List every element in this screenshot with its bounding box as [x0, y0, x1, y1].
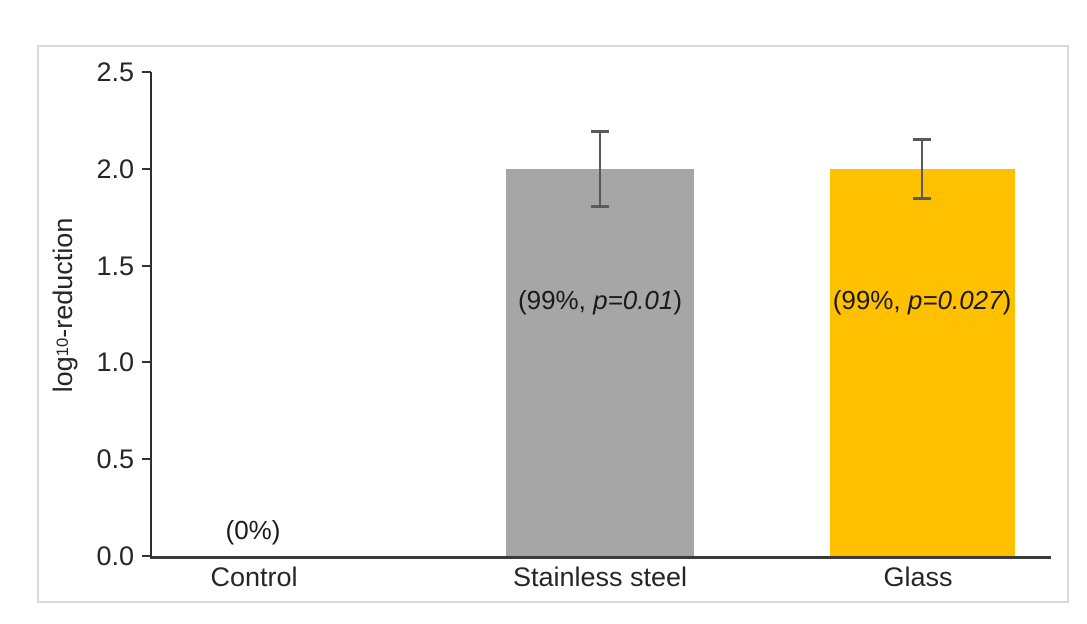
y-tick-mark: [142, 361, 151, 363]
annotation-text-post: ): [673, 285, 683, 315]
y-tick-mark: [142, 168, 151, 170]
bar-stainless-steel: [506, 168, 694, 556]
y-tick-label-2-5: 2.5: [96, 57, 134, 87]
y-tick-mark: [142, 555, 151, 557]
y-tick-label-1-5: 1.5: [96, 251, 134, 281]
annotation-text: (0%): [225, 515, 281, 545]
error-bar-cap-bottom: [591, 204, 609, 208]
category-label-control: Control: [210, 562, 298, 592]
bar-glass: [830, 168, 1015, 556]
y-tick-label-1-0: 1.0: [96, 347, 134, 377]
annotation-control: (0%): [173, 515, 333, 545]
error-bar-cap-bottom: [913, 196, 931, 200]
category-label-stainless-steel: Stainless steel: [512, 562, 688, 592]
annotation-stainless-steel: (99%, p=0.01): [440, 285, 760, 315]
y-tick-mark: [142, 458, 151, 460]
annotation-text-post: ): [1002, 285, 1012, 315]
chart-frame: log 10 -reduction 2.5 2.0 1.5 1.0 0.5 0.0: [37, 45, 1069, 603]
y-tick-mark: [142, 71, 151, 73]
y-tick-label-0-5: 0.5: [96, 444, 134, 474]
annotation-glass: (99%, p=0.027): [762, 285, 1082, 315]
annotation-text-pvalue: p=0.01: [593, 285, 674, 315]
error-bar-line: [599, 130, 601, 208]
category-label-glass: Glass: [883, 562, 953, 592]
plot-area: (0%) (99%, p=0.01) (99%, p=0.027): [150, 72, 1051, 559]
y-tick-mark: [142, 265, 151, 267]
annotation-text-pvalue: p=0.027: [907, 285, 1003, 315]
error-bar-stainless-steel: [591, 130, 609, 208]
error-bar-line: [921, 137, 923, 200]
y-axis-title-subscript: 10: [53, 337, 72, 357]
error-bar-glass: [913, 137, 931, 200]
y-tick-label-0-0: 0.0: [96, 541, 134, 571]
annotation-text-pre: (99%,: [832, 285, 908, 315]
annotation-text-pre: (99%,: [517, 285, 594, 315]
y-tick-label-2-0: 2.0: [96, 154, 134, 184]
